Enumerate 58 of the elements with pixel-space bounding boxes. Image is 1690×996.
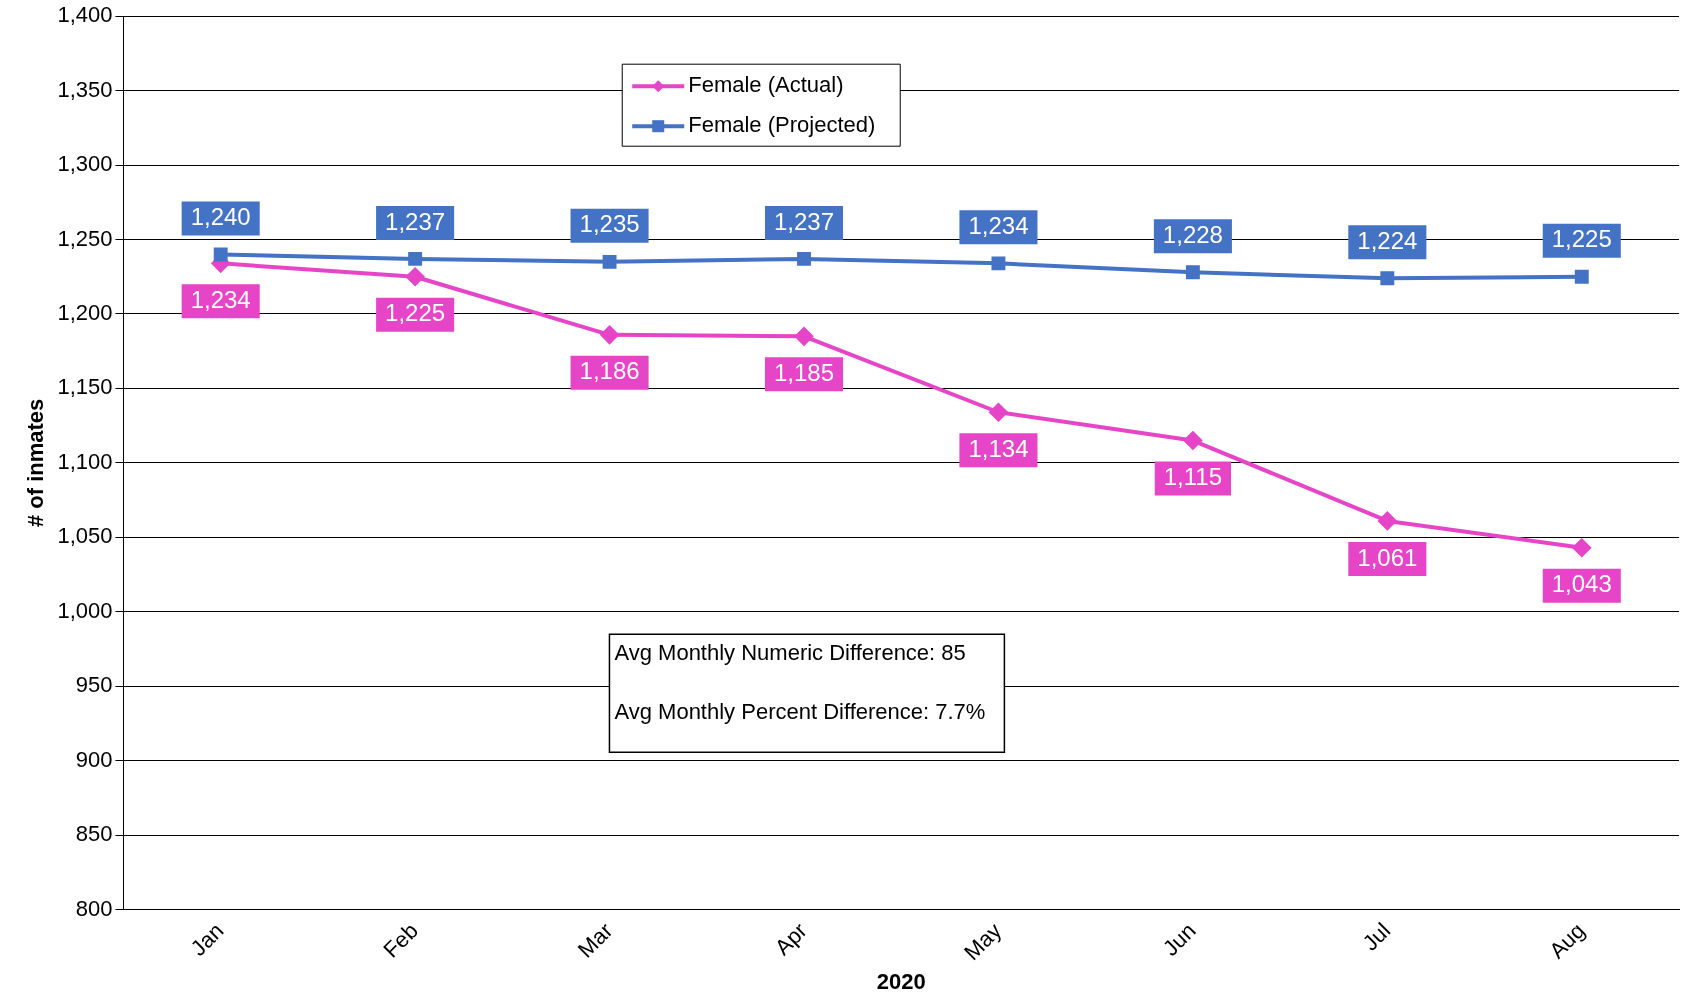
point [406, 267, 425, 286]
legend-label: Female (Projected) [688, 112, 876, 138]
data-label: 1,186 [579, 357, 640, 385]
point [408, 251, 423, 266]
annotation: Avg Monthly Numeric Difference: 85 [614, 640, 966, 666]
y-tick-label: 900 [75, 746, 113, 772]
x-tick-label: Jan [185, 918, 229, 961]
point [795, 327, 814, 346]
y-tick-label: 1,050 [57, 523, 113, 549]
legend-label: Female (Actual) [688, 72, 844, 98]
point [991, 256, 1006, 271]
y-tick-label: 1,250 [57, 225, 113, 251]
data-label: 1,185 [773, 358, 835, 386]
point [989, 403, 1008, 422]
x-tick-label: May [959, 918, 1007, 966]
annotation: Avg Monthly Percent Difference: 7.7% [614, 699, 986, 725]
y-tick-label: 1,400 [57, 2, 113, 28]
y-tick-label: 1,200 [57, 300, 113, 326]
point [797, 251, 811, 266]
x-tick-label: Mar [572, 918, 618, 963]
x-tick-label: Jun [1157, 918, 1201, 961]
data-label: 1,228 [1162, 220, 1223, 248]
data-label: 1,234 [968, 211, 1029, 239]
data-label: 1,224 [1357, 226, 1418, 254]
point [1574, 269, 1589, 284]
data-label: 1,235 [579, 210, 640, 238]
x-tick-label: Feb [378, 918, 423, 963]
y-tick-label: 1,000 [57, 597, 113, 623]
point [1378, 511, 1397, 530]
point [1185, 265, 1200, 280]
data-label: 1,237 [385, 207, 446, 235]
data-label: 1,225 [1551, 225, 1612, 253]
y-tick-label: 1,150 [57, 374, 113, 400]
point [602, 254, 617, 269]
data-label: 1,225 [385, 299, 446, 327]
data-label: 1,240 [190, 203, 251, 231]
y-tick-label: 800 [75, 895, 113, 921]
point [1572, 538, 1591, 557]
point [213, 247, 228, 262]
point [1183, 431, 1202, 450]
data-label: 1,234 [190, 285, 251, 313]
y-tick-label: 1,350 [57, 76, 113, 102]
y-tick-label: 1,300 [57, 151, 113, 177]
y-tick-label: 1,100 [57, 448, 113, 474]
x-tick-label: Jul [1357, 918, 1396, 956]
x-axis-title: 2020 [876, 968, 926, 994]
y-axis-title: # of inmates [23, 398, 49, 528]
y-tick-label: 950 [75, 672, 113, 698]
x-tick-label: Aug [1544, 918, 1590, 964]
data-label: 1,115 [1163, 463, 1223, 491]
data-label: 1,043 [1551, 570, 1612, 598]
y-tick-label: 850 [75, 821, 113, 847]
point [600, 325, 619, 344]
data-label: 1,134 [968, 434, 1029, 462]
data-label: 1,061 [1357, 543, 1418, 571]
data-label: 1,237 [773, 207, 835, 235]
x-tick-label: Apr [769, 918, 812, 960]
point [1380, 271, 1395, 286]
